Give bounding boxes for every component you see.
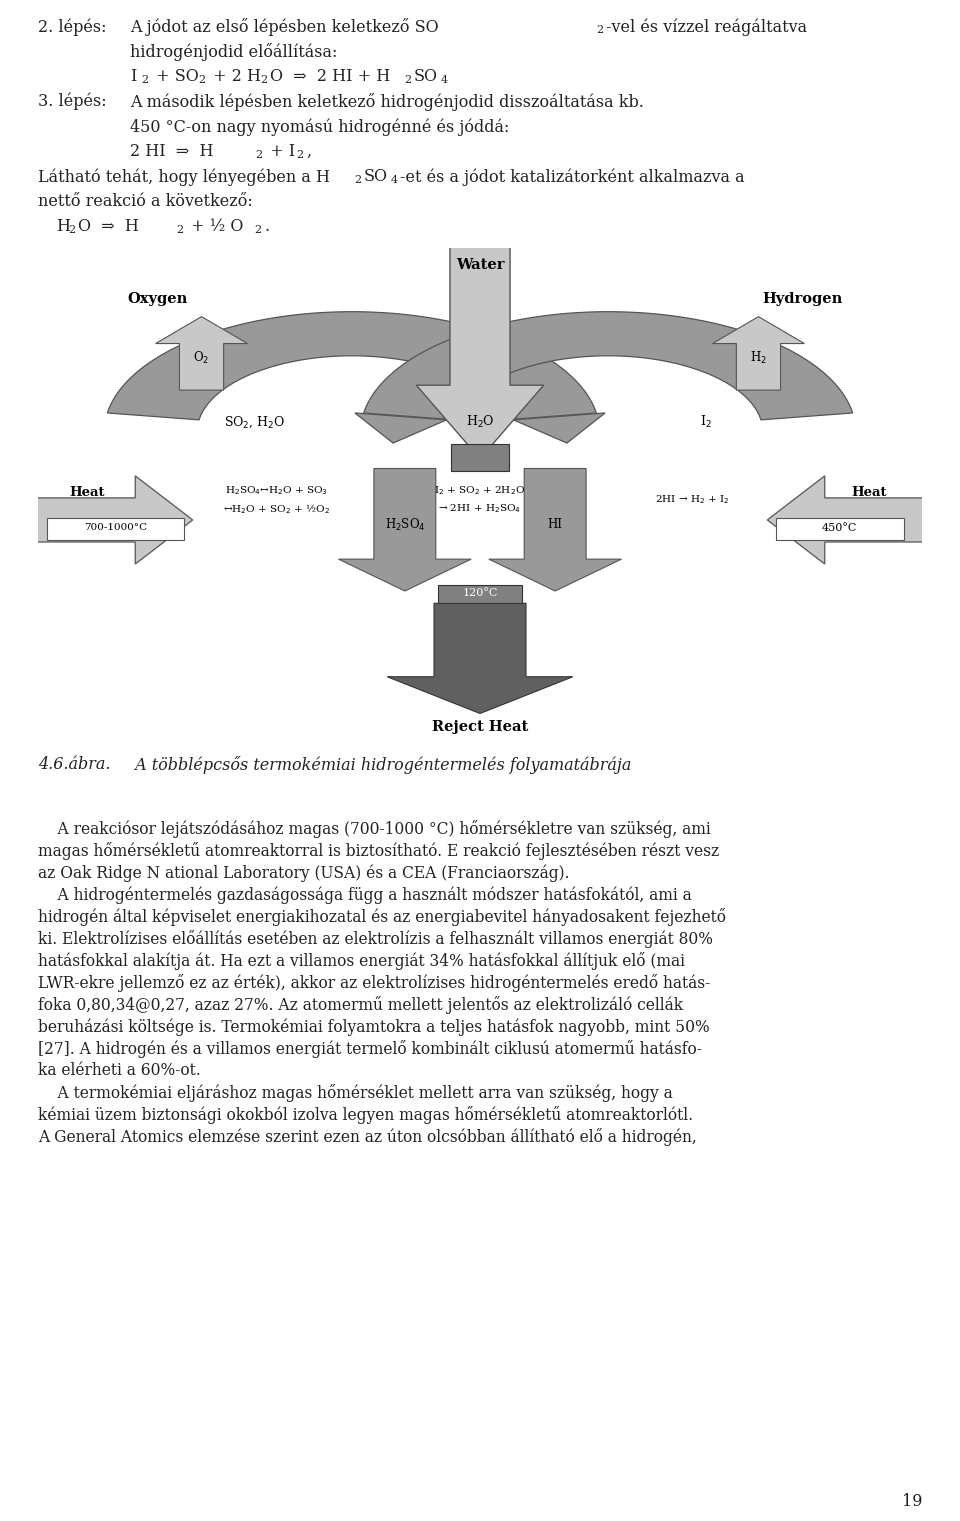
Text: + ½ O: + ½ O [186,218,244,236]
Text: SO: SO [414,68,438,85]
Polygon shape [417,243,543,459]
Text: Heat: Heat [852,487,887,499]
Text: ,: , [306,143,311,160]
Text: 2HI → H$_2$ + I$_2$: 2HI → H$_2$ + I$_2$ [655,493,730,506]
Text: hidrogénjodid előállítása:: hidrogénjodid előállítása: [130,43,337,61]
Text: H$_2$SO$_4$: H$_2$SO$_4$ [385,517,425,532]
Text: H$_2$SO$_4$↔H$_2$O + SO$_3$: H$_2$SO$_4$↔H$_2$O + SO$_3$ [226,484,328,497]
Text: + 2 H: + 2 H [208,68,261,85]
Polygon shape [767,476,931,564]
Polygon shape [489,468,621,592]
Text: 2: 2 [198,75,205,85]
Text: nettő reakció a következő:: nettő reakció a következő: [38,193,252,210]
Text: O$_2$: O$_2$ [194,350,209,367]
Text: .: . [264,218,269,236]
Text: I$_2$ + SO$_2$ + 2H$_2$O: I$_2$ + SO$_2$ + 2H$_2$O [435,484,525,497]
Text: beruházási költsége is. Termokémiai folyamtokra a teljes hatásfok nagyobb, mint : beruházási költsége is. Termokémiai foly… [38,1018,709,1036]
Polygon shape [339,468,471,592]
Polygon shape [514,414,605,443]
Text: LWR-ekre jellemző ez az érték), akkor az elektrolízises hidrogéntermelés eredő h: LWR-ekre jellemző ez az érték), akkor az… [38,973,710,992]
Text: ki. Elektrolízises előállítás esetében az elektrolízis a felhasznált villamos en: ki. Elektrolízises előállítás esetében a… [38,929,713,948]
Text: [27]. A hidrogén és a villamos energiát termelő kombinált ciklusú atomermű hatás: [27]. A hidrogén és a villamos energiát … [38,1040,702,1059]
Text: Hydrogen: Hydrogen [762,292,843,306]
Text: H$_2$O: H$_2$O [466,414,494,430]
Text: + SO: + SO [151,68,199,85]
Text: H$_2$: H$_2$ [750,350,767,367]
Text: A reakciósor lejátszódásához magas (700-1000 °C) hőmérsékletre van szükség, ami: A reakciósor lejátszódásához magas (700-… [38,820,710,838]
Text: 2: 2 [354,175,361,186]
Text: 4.6.ábra.: 4.6.ábra. [38,756,110,773]
Text: Oxygen: Oxygen [128,292,187,306]
Text: ↔H$_2$O + SO$_2$ + ½O$_2$: ↔H$_2$O + SO$_2$ + ½O$_2$ [223,502,330,516]
Text: 3. lépés:: 3. lépés: [38,93,107,111]
Text: foka 0,80,34@0,27, azaz 27%. Az atomermű mellett jelentős az elektrolizáló cellá: foka 0,80,34@0,27, azaz 27%. Az atomermű… [38,996,684,1015]
Text: 2: 2 [404,75,411,85]
FancyBboxPatch shape [451,444,509,472]
Text: 2: 2 [296,151,303,160]
Text: kémiai üzem biztonsági okokból izolva legyen magas hőmérsékletű atomreaktorlótl.: kémiai üzem biztonsági okokból izolva le… [38,1106,693,1124]
Text: HI: HI [547,519,563,531]
Text: 700-1000°C: 700-1000°C [84,523,147,532]
Text: -vel és vízzel reágáltatva: -vel és vízzel reágáltatva [606,18,807,35]
Text: I: I [130,68,136,85]
Text: 2: 2 [141,75,148,85]
Text: 2 HI  ⇒  H: 2 HI ⇒ H [130,143,213,160]
Polygon shape [355,414,446,443]
Text: 19: 19 [901,1494,922,1510]
Text: hidrogén által képviselet energiakihozatal és az energiabevitel hányadosakent fe: hidrogén által képviselet energiakihozat… [38,908,726,926]
FancyBboxPatch shape [47,517,184,540]
Polygon shape [156,316,248,389]
Text: 120°C: 120°C [463,589,497,598]
Text: O  ⇒  H: O ⇒ H [78,218,139,236]
Text: 2: 2 [176,225,183,236]
Polygon shape [387,604,573,713]
Text: → 2HI + H$_2$SO$_4$: → 2HI + H$_2$SO$_4$ [439,502,521,516]
Text: A többlépcsős termokémiai hidrogéntermelés folyamatábrája: A többlépcsős termokémiai hidrogéntermel… [130,756,632,774]
Text: hatásfokkal alakítja át. Ha ezt a villamos energiát 34% hatásfokkal állítjuk elő: hatásfokkal alakítja át. Ha ezt a villam… [38,952,685,970]
Text: 450 °C-on nagy nyomású hidrogénné és jóddá:: 450 °C-on nagy nyomású hidrogénné és jód… [130,119,510,135]
Text: 2: 2 [254,225,261,236]
Text: 2: 2 [596,24,603,35]
Text: magas hőmérsékletű atomreaktorral is biztosítható. E reakció fejlesztésében rész: magas hőmérsékletű atomreaktorral is biz… [38,843,719,859]
Polygon shape [364,312,852,420]
Polygon shape [29,476,193,564]
Text: SO$_2$, H$_2$O: SO$_2$, H$_2$O [224,414,285,430]
FancyBboxPatch shape [776,517,904,540]
Text: I$_2$: I$_2$ [700,414,711,430]
Polygon shape [108,312,596,420]
Text: Heat: Heat [69,487,105,499]
Text: 450°C: 450°C [822,523,857,532]
Text: O  ⇒  2 HI + H: O ⇒ 2 HI + H [270,68,391,85]
Text: -et és a jódot katalizátorként alkalmazva a: -et és a jódot katalizátorként alkalmazv… [400,167,745,186]
Text: Water: Water [456,259,504,272]
Text: az Oak Ridge N ational Laboratory (USA) és a CEA (Franciaország).: az Oak Ridge N ational Laboratory (USA) … [38,864,569,882]
Text: ka elérheti a 60%-ot.: ka elérheti a 60%-ot. [38,1062,201,1078]
FancyBboxPatch shape [439,584,521,604]
Text: A jódot az első lépésben keletkező SO: A jódot az első lépésben keletkező SO [130,18,439,37]
Text: 2: 2 [68,225,75,236]
Text: Látható tehát, hogy lényegében a H: Látható tehát, hogy lényegében a H [38,167,330,186]
Text: 2. lépés:: 2. lépés: [38,18,107,35]
Text: 4: 4 [441,75,448,85]
Text: SO: SO [364,167,388,186]
Text: A második lépésben keletkező hidrogénjodid disszoáltatása kb.: A második lépésben keletkező hidrogénjod… [130,93,644,111]
Text: A General Atomics elemzése szerint ezen az úton olcsóbban állítható elő a hidrog: A General Atomics elemzése szerint ezen … [38,1129,697,1145]
Text: 2: 2 [255,151,262,160]
Text: 4: 4 [391,175,398,186]
Polygon shape [712,316,804,389]
Text: A hidrogéntermelés gazdaságossága függ a használt módszer hatásfokától, ami a: A hidrogéntermelés gazdaságossága függ a… [38,887,692,903]
Text: 2: 2 [260,75,267,85]
Text: Reject Heat: Reject Heat [432,721,528,735]
Text: + I: + I [265,143,295,160]
Text: A termokémiai eljáráshoz magas hőmérséklet mellett arra van szükség, hogy a: A termokémiai eljáráshoz magas hőmérsékl… [38,1084,673,1103]
Text: H: H [56,218,70,236]
